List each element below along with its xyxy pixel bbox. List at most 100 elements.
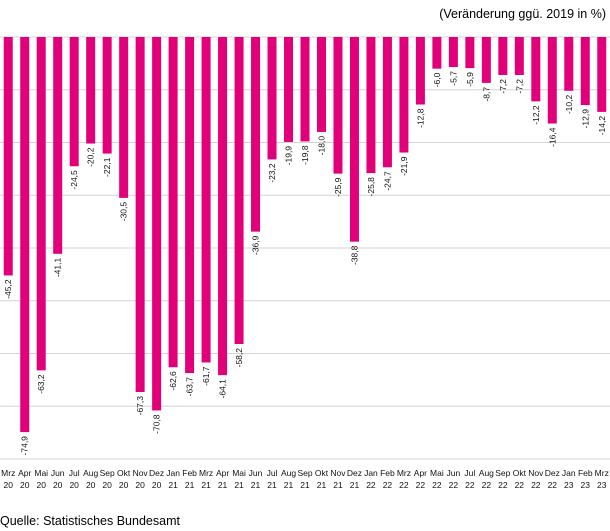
bar-value-label: -14,2	[597, 116, 607, 136]
bar	[399, 37, 409, 153]
bar	[349, 37, 359, 242]
bars	[3, 37, 607, 433]
x-tick-year: 20	[53, 480, 63, 490]
bar	[597, 37, 607, 112]
bar	[333, 37, 343, 174]
x-tick-month: Jan	[364, 468, 378, 478]
x-tick-year: 21	[234, 480, 244, 490]
x-tick-year: 21	[300, 480, 310, 490]
x-tick-month: Aug	[281, 468, 296, 478]
x-tick-month: Okt	[513, 468, 527, 478]
source-note: Quelle: Statistisches Bundesamt	[0, 514, 180, 528]
x-tick-month: Aug	[83, 468, 98, 478]
x-tick-month: Feb	[578, 468, 593, 478]
x-tick-year: 22	[531, 480, 541, 490]
bar-value-label: -16,4	[547, 127, 557, 147]
bar	[53, 37, 63, 254]
x-tick-year: 20	[102, 480, 112, 490]
bar-value-label: -63,7	[185, 377, 195, 397]
bar-value-label: -8,7	[481, 87, 491, 102]
x-tick-year: 21	[201, 480, 211, 490]
x-tick-year: 20	[69, 480, 79, 490]
x-tick-year: 20	[135, 480, 145, 490]
x-tick-year: 23	[581, 480, 591, 490]
bar-value-label: -61,7	[201, 366, 211, 386]
bar-value-label: -45,2	[3, 279, 13, 299]
chart-unit-note: (Veränderung ggü. 2019 in %)	[439, 7, 606, 21]
bar-value-label: -20,2	[86, 147, 96, 167]
x-tick-year: 21	[185, 480, 195, 490]
bar-value-label: -5,7	[448, 71, 458, 86]
bar	[284, 37, 294, 142]
bar	[481, 37, 491, 83]
x-tick-month: Mrz	[595, 468, 609, 478]
x-tick-month: Mai	[232, 468, 246, 478]
x-tick-month: Sep	[100, 468, 115, 478]
x-tick-year: 22	[465, 480, 475, 490]
bar-value-label: -12,2	[531, 105, 541, 125]
bar-value-label: -36,9	[251, 235, 261, 255]
bar-value-label: -67,3	[135, 396, 145, 416]
bar-value-label: -24,7	[382, 171, 392, 191]
x-axis-ticks: Mrz 20 Apr 20 Mai 20 Jun 20 Jul 20 Aug 20 Sep 20 Okt 20…	[1, 468, 609, 490]
x-tick-year: 21	[218, 480, 228, 490]
bar-value-label: -70,8	[152, 414, 162, 434]
bar-value-label: -10,2	[564, 95, 574, 115]
x-tick-month: Mrz	[1, 468, 15, 478]
x-tick-year: 23	[564, 480, 574, 490]
bar	[514, 37, 524, 75]
bar	[251, 37, 261, 232]
x-tick-year: 20	[20, 480, 30, 490]
value-labels: -45,2 -74,9 -63,2 -41,1 -24,5 -20,2 -22,1 -30,5…	[3, 71, 607, 456]
x-tick-month: Feb	[380, 468, 395, 478]
x-tick-month: Jul	[267, 468, 278, 478]
x-tick-month: Nov	[133, 468, 149, 478]
x-tick-month: Apr	[18, 468, 31, 478]
x-tick-year: 21	[284, 480, 294, 490]
x-tick-month: Jan	[166, 468, 180, 478]
x-tick-year: 21	[251, 480, 261, 490]
bar-value-label: -7,2	[514, 79, 524, 94]
x-tick-year: 20	[36, 480, 46, 490]
bar	[267, 37, 277, 160]
x-tick-month: Dez	[545, 468, 560, 478]
bar	[432, 37, 442, 69]
x-tick-year: 20	[119, 480, 129, 490]
bar	[564, 37, 574, 91]
bar	[300, 37, 310, 142]
x-tick-month: Jul	[69, 468, 80, 478]
x-tick-year: 22	[366, 480, 376, 490]
x-tick-month: Mrz	[199, 468, 213, 478]
x-tick-year: 21	[267, 480, 277, 490]
bar	[152, 37, 162, 411]
x-tick-month: Jun	[51, 468, 65, 478]
x-tick-year: 22	[416, 480, 426, 490]
x-tick-month: Aug	[479, 468, 494, 478]
bar	[580, 37, 590, 106]
bar	[168, 37, 178, 368]
x-tick-month: Jul	[464, 468, 475, 478]
bar	[3, 37, 13, 276]
x-tick-month: Mai	[430, 468, 444, 478]
x-tick-year: 21	[350, 480, 360, 490]
bar	[20, 37, 30, 433]
x-tick-month: Nov	[528, 468, 544, 478]
x-tick-month: Apr	[414, 468, 427, 478]
bar-value-label: -12,9	[580, 109, 590, 129]
bar-value-label: -30,5	[119, 202, 129, 222]
x-tick-year: 22	[548, 480, 558, 490]
bar-value-label: -7,2	[498, 79, 508, 94]
bar	[316, 37, 326, 132]
bar	[36, 37, 46, 371]
x-tick-year: 20	[86, 480, 96, 490]
bar-value-label: -19,9	[284, 146, 294, 166]
x-tick-year: 23	[597, 480, 607, 490]
x-tick-year: 22	[482, 480, 492, 490]
x-tick-month: Feb	[182, 468, 197, 478]
bar-value-label: -23,2	[267, 163, 277, 183]
bar-value-label: -74,9	[20, 436, 30, 456]
bar-value-label: -12,8	[415, 108, 425, 128]
bar	[415, 37, 425, 105]
bar	[366, 37, 376, 174]
